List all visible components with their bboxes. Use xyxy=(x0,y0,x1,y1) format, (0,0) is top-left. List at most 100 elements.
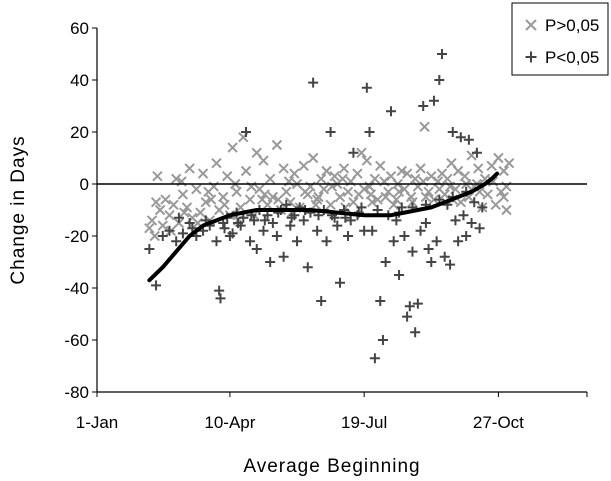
data-point-x xyxy=(298,160,309,172)
data-point-plus xyxy=(447,127,458,137)
data-point-plus xyxy=(173,212,184,223)
data-point-x xyxy=(490,199,501,211)
data-point-plus xyxy=(361,82,372,93)
data-point-x xyxy=(168,199,179,211)
data-point-x xyxy=(388,199,399,211)
legend-label: P>0,05 xyxy=(545,16,599,35)
x-tick-label: 19-Jul xyxy=(341,413,387,432)
data-point-plus xyxy=(245,236,256,247)
data-point-plus xyxy=(458,210,469,221)
data-point-plus xyxy=(420,218,431,228)
data-point-plus xyxy=(437,49,448,59)
data-point-x xyxy=(278,163,289,174)
data-point-x xyxy=(313,191,324,203)
y-axis-title: Change in Days xyxy=(8,135,29,284)
data-point-plus xyxy=(394,270,405,280)
data-point-x xyxy=(235,202,246,213)
data-point-x xyxy=(231,186,242,198)
data-point-x xyxy=(419,121,430,133)
data-point-plus xyxy=(325,127,336,137)
x-tick-label: 27-Oct xyxy=(473,413,524,432)
data-point-x xyxy=(498,165,509,177)
data-point-x xyxy=(146,215,158,226)
data-point-x xyxy=(375,160,386,172)
data-point-plus xyxy=(157,231,168,241)
data-point-plus xyxy=(474,223,485,234)
data-point-plus xyxy=(219,223,230,234)
data-point-plus xyxy=(375,296,386,306)
data-point-plus xyxy=(258,225,269,236)
legend-box xyxy=(511,2,609,76)
data-point-x xyxy=(391,194,402,205)
data-point-plus xyxy=(477,202,488,213)
data-point-plus xyxy=(267,218,278,228)
data-point-plus xyxy=(466,218,477,228)
data-point-x xyxy=(325,199,336,211)
data-point-x xyxy=(244,194,256,205)
data-point-plus xyxy=(450,215,461,226)
data-point-x xyxy=(203,186,214,198)
data-point-x xyxy=(420,191,432,203)
data-point-x xyxy=(164,209,175,221)
data-point-plus xyxy=(439,251,450,262)
data-point-x xyxy=(256,194,268,205)
data-point-x xyxy=(170,173,182,185)
data-point-x xyxy=(348,196,359,208)
data-point-plus xyxy=(396,202,407,213)
data-point-plus xyxy=(144,244,155,254)
legend-marker-x xyxy=(525,19,537,31)
data-point-plus xyxy=(388,236,399,247)
data-point-x xyxy=(318,183,330,195)
data-point-plus xyxy=(369,353,380,364)
data-point-x xyxy=(259,189,271,200)
data-point-x xyxy=(434,183,445,195)
y-tick-label: -80 xyxy=(64,383,89,402)
data-point-x xyxy=(503,157,515,169)
data-point-x xyxy=(452,165,464,177)
data-point-x xyxy=(315,173,327,185)
data-point-plus xyxy=(312,225,323,236)
data-point-plus xyxy=(265,257,276,267)
data-point-x xyxy=(173,217,185,229)
data-point-x xyxy=(281,186,292,198)
data-point-plus xyxy=(348,147,359,158)
data-point-plus xyxy=(177,228,188,239)
data-point-x xyxy=(217,191,229,203)
data-point-plus xyxy=(364,127,375,137)
data-point-x xyxy=(352,168,363,179)
data-point-x xyxy=(393,186,405,198)
data-point-plus xyxy=(215,293,226,304)
data-point-x xyxy=(401,168,413,179)
data-point-x xyxy=(197,168,209,179)
data-point-x xyxy=(258,155,269,166)
data-point-plus xyxy=(345,215,356,226)
data-point-plus xyxy=(471,147,482,158)
data-point-plus xyxy=(377,335,388,345)
data-point-plus xyxy=(380,257,391,267)
data-point-plus xyxy=(151,280,162,291)
data-point-plus xyxy=(415,225,426,236)
data-point-x xyxy=(273,194,284,205)
data-point-x xyxy=(369,173,381,185)
data-point-x xyxy=(366,196,378,208)
data-point-plus xyxy=(434,75,445,85)
data-point-plus xyxy=(407,246,418,257)
data-point-plus xyxy=(453,236,464,247)
data-point-x xyxy=(396,165,407,177)
data-point-plus xyxy=(321,236,332,247)
data-point-x xyxy=(219,199,230,211)
data-point-x xyxy=(191,183,202,195)
data-point-plus xyxy=(298,215,309,226)
data-point-plus xyxy=(410,327,421,338)
trend-line-group xyxy=(147,171,500,283)
data-point-x xyxy=(459,170,471,182)
data-point-x xyxy=(240,165,252,177)
data-point-plus xyxy=(164,225,175,236)
data-point-x xyxy=(329,170,340,182)
data-point-plus xyxy=(391,215,402,226)
data-point-plus xyxy=(356,202,367,213)
data-point-x xyxy=(271,139,283,151)
data-point-plus xyxy=(426,257,437,267)
data-point-x xyxy=(179,207,190,218)
data-point-x xyxy=(383,186,394,198)
